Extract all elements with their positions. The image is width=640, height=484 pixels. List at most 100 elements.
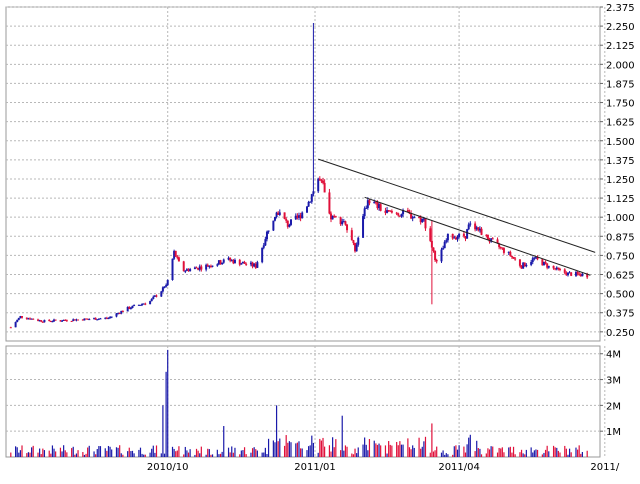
volume-bar bbox=[413, 447, 415, 457]
candle-body bbox=[41, 321, 44, 323]
volume-bar bbox=[98, 446, 100, 457]
candle-body bbox=[430, 240, 433, 248]
volume-bar bbox=[464, 452, 467, 457]
candle-body bbox=[541, 259, 544, 266]
candle-body bbox=[499, 247, 502, 249]
volume-bar bbox=[458, 445, 460, 457]
volume-bar bbox=[476, 440, 478, 457]
volume-bar bbox=[48, 450, 50, 457]
volume-bar bbox=[167, 349, 169, 457]
volume-bar bbox=[477, 448, 479, 457]
candle-body bbox=[262, 245, 265, 248]
candle-body bbox=[187, 269, 190, 272]
candle-body bbox=[277, 212, 280, 215]
volume-bar bbox=[18, 452, 20, 457]
volume-bar bbox=[255, 449, 257, 457]
volume-bar bbox=[149, 452, 151, 457]
volume-bar bbox=[530, 447, 532, 457]
volume-bar bbox=[378, 443, 380, 457]
candle-body bbox=[518, 259, 521, 266]
candle-body bbox=[475, 227, 478, 230]
volume-bar bbox=[580, 453, 582, 457]
candle-body bbox=[331, 215, 334, 220]
volume-bar bbox=[178, 446, 180, 457]
candle-body bbox=[65, 320, 68, 322]
candle-body bbox=[208, 265, 211, 267]
candle-body bbox=[29, 318, 32, 320]
candle-body bbox=[328, 192, 331, 214]
volume-bar bbox=[234, 447, 236, 457]
volume-bar bbox=[364, 437, 366, 457]
volume-bar bbox=[111, 449, 113, 457]
candle-body bbox=[94, 318, 97, 320]
candle-body bbox=[557, 267, 560, 269]
volume-bar bbox=[436, 446, 438, 457]
trendline bbox=[318, 158, 596, 253]
candle-body bbox=[373, 201, 376, 204]
candle-body bbox=[390, 210, 393, 213]
volume-bar bbox=[64, 450, 66, 457]
candle-body bbox=[222, 259, 225, 263]
volume-bar bbox=[535, 449, 537, 457]
volume-bar bbox=[317, 452, 319, 457]
volume-bar bbox=[309, 445, 311, 457]
volume-bar bbox=[128, 447, 130, 457]
candle-body bbox=[568, 272, 571, 274]
volume-bar bbox=[463, 446, 465, 457]
volume-bar bbox=[16, 447, 18, 457]
volume-bar bbox=[388, 441, 390, 457]
volume-bar bbox=[556, 447, 558, 457]
volume-bar bbox=[184, 446, 186, 457]
candle-body bbox=[173, 250, 176, 259]
candle-body bbox=[93, 318, 96, 320]
volume-bar bbox=[277, 441, 279, 457]
candle-body bbox=[333, 215, 336, 217]
volume-bar bbox=[341, 415, 343, 457]
volume-bar bbox=[115, 447, 118, 457]
trendline bbox=[364, 196, 591, 276]
volume-panel bbox=[10, 349, 588, 457]
candle-body bbox=[456, 237, 459, 240]
price-tick-label: 2.000 bbox=[606, 60, 635, 71]
volume-bar bbox=[533, 450, 535, 457]
candle-body bbox=[240, 263, 243, 265]
candle-body bbox=[536, 256, 539, 260]
candle-body bbox=[216, 264, 219, 266]
candle-body bbox=[363, 208, 366, 217]
volume-bar bbox=[239, 454, 241, 457]
volume-bar bbox=[498, 447, 500, 457]
candle-body bbox=[563, 269, 566, 273]
candle-body bbox=[160, 291, 163, 297]
candle-body bbox=[198, 266, 201, 270]
candle-body bbox=[232, 260, 235, 264]
volume-bar bbox=[218, 454, 220, 457]
volume-bar bbox=[32, 445, 34, 457]
candle-body bbox=[197, 267, 200, 270]
candle-body bbox=[566, 272, 569, 276]
candle-body bbox=[288, 224, 291, 227]
volume-bar bbox=[578, 445, 580, 457]
candle-body bbox=[142, 303, 145, 305]
candle-body bbox=[565, 272, 568, 276]
candle-body bbox=[533, 257, 536, 259]
volume-bar bbox=[186, 450, 188, 457]
volume-bar bbox=[229, 452, 231, 457]
candle-body bbox=[48, 319, 51, 321]
candle-body bbox=[368, 200, 371, 204]
price-tick-label: 0.625 bbox=[606, 271, 635, 282]
volume-bar bbox=[548, 451, 550, 457]
candle-body bbox=[256, 262, 259, 268]
candle-body bbox=[334, 216, 337, 218]
volume-bar bbox=[42, 448, 44, 457]
volume-bar bbox=[522, 453, 524, 457]
candle-body bbox=[581, 273, 584, 277]
candle-body bbox=[480, 228, 483, 235]
candle-body bbox=[245, 263, 248, 265]
candle-body bbox=[193, 267, 196, 270]
volume-bar bbox=[423, 441, 425, 457]
candle-body bbox=[38, 320, 41, 322]
volume-bar bbox=[456, 449, 459, 457]
volume-bar bbox=[559, 452, 561, 457]
candle-body bbox=[115, 313, 118, 317]
